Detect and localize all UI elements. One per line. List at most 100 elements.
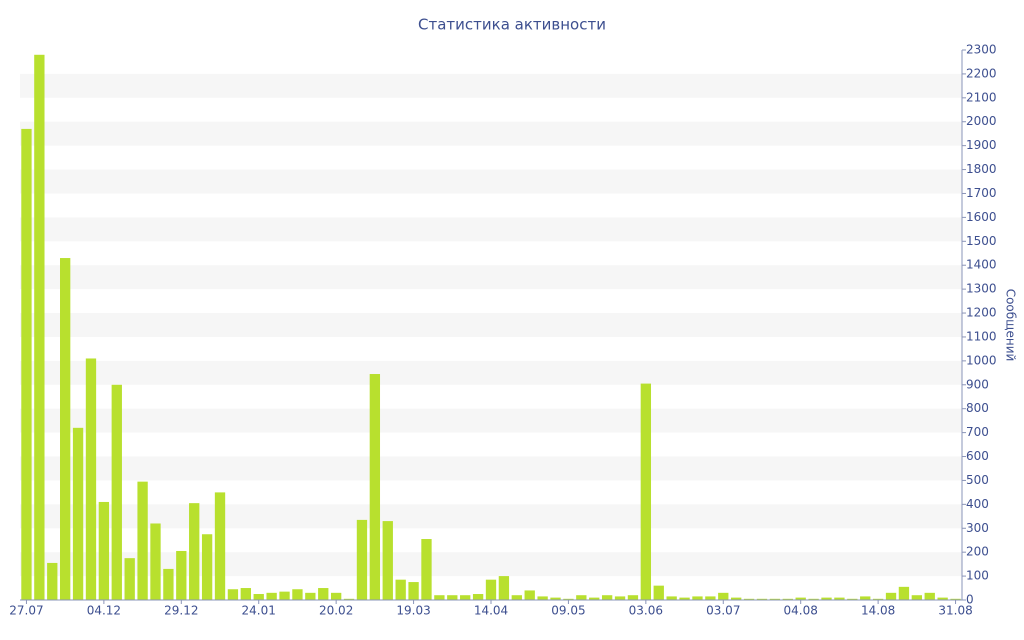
bar (382, 521, 393, 600)
bar (460, 595, 471, 600)
bar (795, 597, 806, 600)
y-tick-label: 1600 (966, 210, 997, 224)
bar (731, 597, 742, 600)
bar (124, 558, 135, 600)
y-tick-label: 1500 (966, 234, 997, 248)
bar (937, 597, 948, 600)
x-tick-label: 03.07 (706, 604, 740, 618)
bar (176, 550, 187, 600)
grid-band (20, 265, 962, 290)
y-tick-label: 2300 (966, 43, 997, 57)
bar (679, 597, 690, 600)
bar (434, 595, 445, 600)
bar (498, 576, 510, 600)
bar (511, 595, 522, 600)
y-tick-label: 300 (966, 521, 989, 535)
bar (356, 519, 368, 600)
bar (589, 597, 600, 600)
bar (911, 595, 922, 600)
grid-band (20, 360, 962, 385)
bar (227, 589, 239, 600)
y-tick-label: 2000 (966, 114, 997, 128)
bar (214, 492, 226, 600)
x-tick-label: 03.06 (629, 604, 663, 618)
x-tick-label: 14.04 (474, 604, 508, 618)
bar (782, 598, 793, 600)
bar (98, 501, 110, 600)
bar (34, 54, 45, 601)
y-tick-label: 1200 (966, 306, 997, 320)
bar (756, 598, 768, 600)
bar (305, 592, 316, 600)
grid-band (20, 552, 962, 577)
bar (279, 591, 290, 600)
bar (666, 596, 677, 600)
bar (860, 596, 871, 600)
bar (421, 539, 432, 600)
x-tick-label: 29.12 (164, 604, 198, 618)
bar (163, 568, 174, 600)
bar (189, 503, 200, 600)
x-tick-label: 19.03 (396, 604, 430, 618)
y-tick-label: 2200 (966, 66, 997, 80)
bar (601, 595, 613, 600)
x-tick-label: 04.08 (784, 604, 818, 618)
bar (137, 481, 148, 600)
y-axis-title: Сообщений (1004, 289, 1018, 362)
bar (266, 592, 277, 600)
bar (472, 594, 484, 600)
bar (111, 384, 122, 600)
y-tick-label: 800 (966, 401, 989, 415)
bar (21, 128, 32, 601)
grid-band (20, 313, 962, 337)
y-tick-label: 100 (966, 569, 989, 583)
bar (821, 597, 832, 600)
grid-band (20, 73, 962, 98)
bar (60, 258, 71, 600)
bar (847, 598, 858, 600)
bar (240, 588, 251, 600)
bar (395, 579, 406, 600)
y-tick-label: 1100 (966, 329, 997, 343)
y-tick-label: 400 (966, 497, 989, 511)
bar (150, 523, 161, 600)
x-tick-label: 31.08 (938, 604, 972, 618)
grid-band (20, 217, 962, 242)
bar (318, 588, 329, 600)
bar (808, 598, 819, 600)
x-tick-label: 04.12 (87, 604, 121, 618)
grid-band (20, 456, 962, 481)
bar (343, 598, 355, 600)
y-tick-label: 600 (966, 449, 989, 463)
bar (563, 598, 574, 600)
grid-band (20, 504, 962, 529)
bar (653, 585, 664, 600)
bar (924, 592, 935, 600)
bar (898, 586, 910, 600)
y-tick-label: 1300 (966, 282, 997, 296)
y-tick-label: 1800 (966, 162, 997, 176)
bar (627, 595, 639, 600)
y-tick-label: 900 (966, 377, 989, 391)
bar (692, 596, 703, 600)
x-tick-label: 24.01 (242, 604, 276, 618)
bar (524, 590, 535, 600)
bar (743, 598, 755, 600)
y-tick-label: 700 (966, 425, 989, 439)
bar (253, 594, 264, 600)
bar (885, 592, 897, 600)
bar (614, 596, 626, 600)
bar (640, 383, 652, 600)
chart-title: Статистика активности (418, 16, 606, 34)
bar (769, 598, 781, 600)
bar (85, 358, 97, 600)
bar (447, 595, 458, 600)
y-tick-label: 0 (966, 593, 974, 607)
y-tick-label: 200 (966, 545, 989, 559)
bar (537, 596, 548, 600)
y-tick-label: 500 (966, 473, 989, 487)
grid-band (20, 169, 962, 194)
x-tick-label: 09.05 (551, 604, 585, 618)
bar (72, 427, 84, 600)
